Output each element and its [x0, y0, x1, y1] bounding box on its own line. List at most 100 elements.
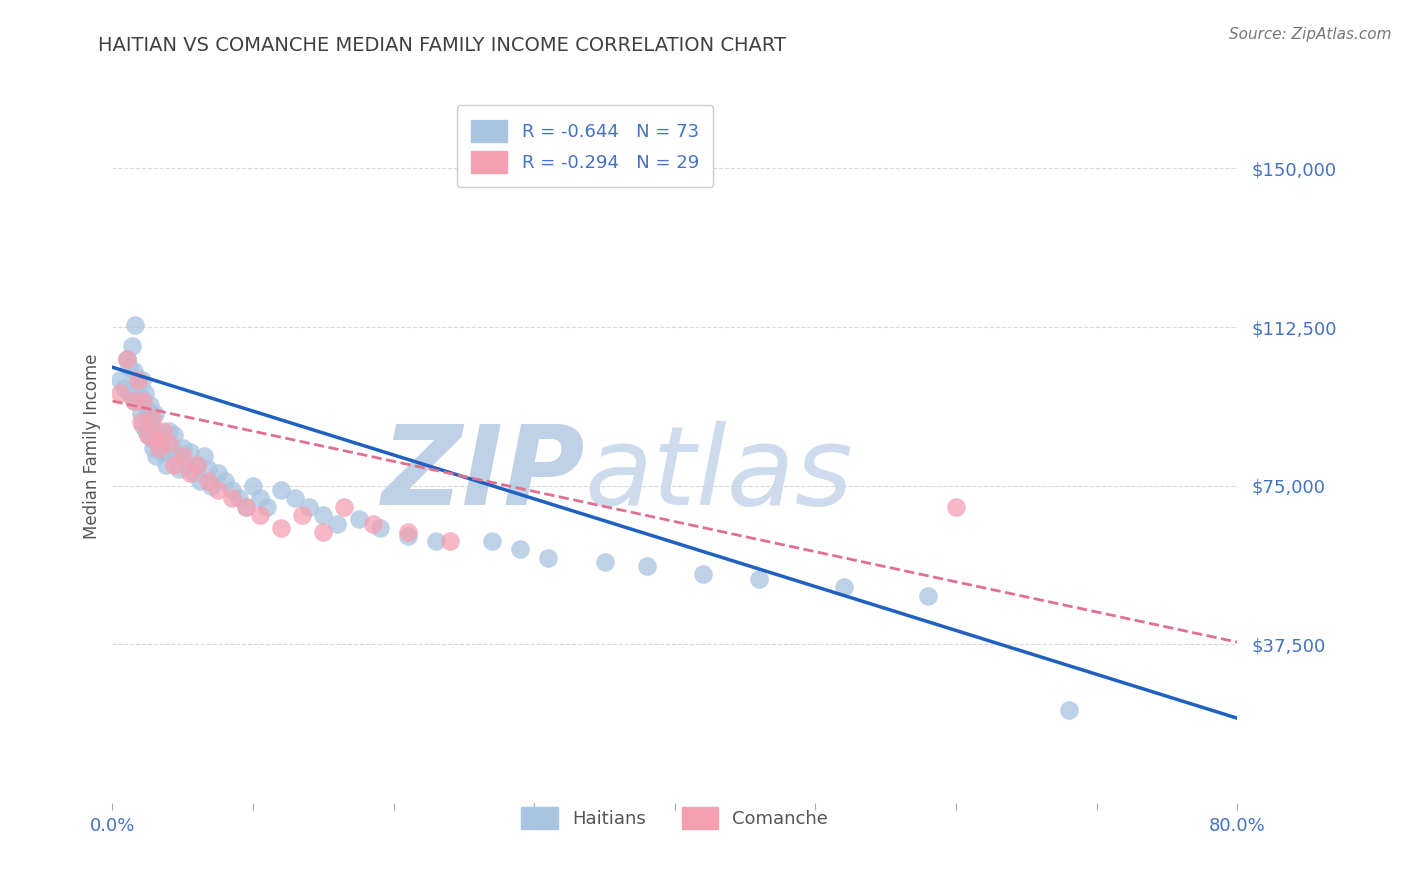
Text: atlas: atlas [585, 421, 853, 528]
Point [228, 491, 250, 506]
Point [163, 428, 186, 442]
Point [291, 508, 314, 523]
Point [141, 411, 163, 425]
Point [136, 428, 159, 442]
Point [143, 407, 166, 421]
Text: ZIP: ZIP [381, 421, 585, 528]
Point [157, 424, 180, 438]
Point [537, 550, 560, 565]
Point [136, 428, 159, 442]
Point [122, 394, 145, 409]
Point [235, 500, 257, 514]
Point [124, 318, 146, 332]
Point [118, 385, 141, 400]
Point [207, 466, 229, 480]
Point [131, 373, 153, 387]
Point [132, 394, 155, 409]
Point [115, 351, 138, 366]
Point [143, 428, 166, 442]
Point [179, 466, 201, 480]
Point [148, 436, 170, 450]
Text: HAITIAN VS COMANCHE MEDIAN FAMILY INCOME CORRELATION CHART: HAITIAN VS COMANCHE MEDIAN FAMILY INCOME… [98, 36, 786, 54]
Point [129, 390, 152, 404]
Point [221, 483, 243, 497]
Point [284, 491, 307, 506]
Point [172, 449, 194, 463]
Point [157, 436, 180, 450]
Point [167, 461, 190, 475]
Point [160, 441, 183, 455]
Point [145, 449, 167, 463]
Point [152, 432, 174, 446]
Point [509, 542, 531, 557]
Point [115, 351, 138, 366]
Point [150, 445, 173, 459]
Point [143, 432, 166, 446]
Point [333, 500, 356, 514]
Point [945, 500, 967, 514]
Point [136, 402, 159, 417]
Point [368, 521, 391, 535]
Point [108, 373, 131, 387]
Point [146, 424, 169, 438]
Point [148, 441, 170, 455]
Point [1057, 703, 1080, 717]
Point [197, 461, 219, 475]
Point [748, 572, 770, 586]
Point [298, 500, 321, 514]
Point [270, 483, 292, 497]
Point [127, 373, 149, 387]
Point [122, 364, 145, 378]
Point [593, 555, 616, 569]
Point [249, 508, 271, 523]
Y-axis label: Median Family Income: Median Family Income [83, 353, 101, 539]
Point [138, 415, 160, 429]
Point [207, 483, 229, 497]
Point [692, 567, 714, 582]
Point [141, 432, 163, 446]
Point [121, 339, 143, 353]
Point [186, 458, 208, 472]
Point [122, 394, 145, 409]
Point [188, 475, 211, 489]
Point [179, 445, 201, 459]
Point [832, 580, 855, 594]
Point [481, 533, 503, 548]
Point [347, 512, 370, 526]
Point [139, 398, 162, 412]
Point [221, 491, 243, 506]
Point [112, 381, 135, 395]
Point [312, 508, 335, 523]
Point [917, 589, 939, 603]
Point [118, 360, 141, 375]
Point [172, 441, 194, 455]
Point [135, 424, 157, 438]
Point [197, 475, 219, 489]
Point [132, 394, 155, 409]
Point [235, 500, 257, 514]
Point [152, 424, 174, 438]
Point [165, 449, 187, 463]
Point [183, 466, 205, 480]
Point [129, 415, 152, 429]
Point [242, 478, 264, 492]
Point [636, 559, 658, 574]
Point [425, 533, 447, 548]
Point [214, 475, 236, 489]
Point [132, 419, 155, 434]
Point [155, 458, 177, 472]
Point [326, 516, 349, 531]
Point [141, 411, 163, 425]
Point [134, 385, 156, 400]
Point [163, 458, 186, 472]
Text: Source: ZipAtlas.com: Source: ZipAtlas.com [1229, 27, 1392, 42]
Point [186, 458, 208, 472]
Legend: Haitians, Comanche: Haitians, Comanche [515, 800, 835, 837]
Point [129, 407, 152, 421]
Point [312, 525, 335, 540]
Point [174, 458, 197, 472]
Point [193, 449, 215, 463]
Point [270, 521, 292, 535]
Point [256, 500, 278, 514]
Point [249, 491, 271, 506]
